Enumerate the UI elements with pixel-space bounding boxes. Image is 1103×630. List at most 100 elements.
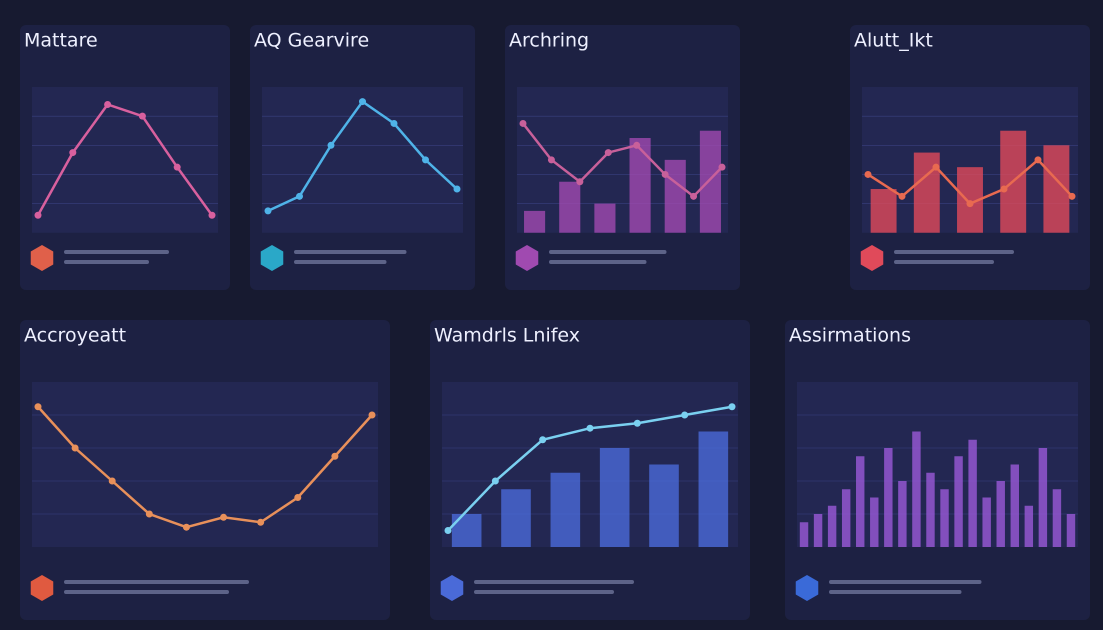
point: [331, 452, 339, 460]
text-placeholder: [549, 250, 667, 254]
bar: [524, 210, 546, 233]
point: [182, 523, 190, 531]
point: [1034, 156, 1042, 164]
point: [71, 444, 79, 452]
point: [718, 163, 726, 171]
icon: [440, 575, 464, 601]
point: [519, 119, 527, 127]
bar: [501, 489, 531, 547]
point: [359, 98, 366, 106]
panel-title: Wamdrls Lnifex: [434, 325, 580, 347]
bar: [954, 456, 963, 547]
icon: [30, 575, 54, 601]
point: [104, 100, 112, 108]
bar: [649, 464, 679, 547]
bar: [550, 472, 581, 547]
bar: [599, 448, 630, 547]
point: [681, 411, 689, 419]
chart-area: [797, 382, 1078, 547]
text-placeholder: [294, 260, 387, 264]
point: [864, 170, 872, 178]
bar: [1010, 464, 1019, 547]
bar: [1066, 514, 1076, 547]
text-placeholder: [64, 580, 249, 584]
point: [1000, 185, 1008, 193]
point: [690, 192, 698, 200]
bar: [968, 439, 977, 547]
point: [145, 510, 153, 518]
text-placeholder: [64, 590, 229, 594]
icon: [860, 245, 884, 271]
point: [220, 513, 228, 521]
point: [898, 192, 906, 200]
point: [296, 192, 303, 200]
text-placeholder: [549, 260, 647, 264]
bar: [841, 489, 851, 547]
point: [108, 477, 116, 485]
line: [36, 103, 214, 216]
bar: [699, 130, 721, 233]
point: [444, 527, 452, 534]
bar: [870, 497, 879, 547]
point: [539, 436, 547, 444]
point: [34, 211, 42, 219]
point: [390, 119, 398, 127]
point: [966, 200, 974, 208]
bar: [912, 431, 921, 547]
text-placeholder: [829, 580, 982, 584]
bar: [870, 189, 897, 233]
bar: [856, 456, 865, 547]
text-placeholder: [894, 250, 1014, 254]
point: [208, 211, 216, 219]
bar: [451, 514, 482, 547]
point: [547, 156, 555, 164]
point: [173, 163, 181, 171]
point: [368, 411, 376, 419]
point: [932, 163, 940, 171]
chart-area: [262, 87, 463, 233]
text-placeholder: [829, 590, 962, 594]
panel-title: Alutt_Ikt: [854, 30, 933, 52]
chart-area: [442, 382, 738, 547]
text-placeholder: [64, 260, 149, 264]
bar: [594, 203, 616, 233]
bar: [799, 522, 809, 547]
panel-title: Accroyeatt: [24, 325, 126, 347]
point: [294, 494, 302, 501]
point: [661, 170, 669, 178]
point: [453, 185, 461, 193]
line: [37, 405, 373, 529]
bar: [982, 497, 991, 547]
point: [264, 207, 272, 215]
point: [34, 403, 42, 411]
bar: [898, 481, 907, 547]
bar: [629, 138, 651, 233]
icon: [515, 245, 539, 271]
bar: [996, 481, 1005, 547]
bar: [698, 431, 729, 547]
point: [633, 141, 641, 149]
bar: [884, 448, 893, 547]
bar: [827, 505, 837, 547]
bar: [813, 514, 823, 547]
text-placeholder: [894, 260, 994, 264]
point: [1068, 192, 1076, 200]
point: [728, 403, 736, 411]
icon: [260, 245, 284, 271]
point: [138, 112, 146, 120]
icon: [30, 245, 54, 271]
chart-area: [32, 382, 378, 547]
point: [491, 477, 499, 485]
point: [422, 156, 429, 164]
bar: [1052, 489, 1062, 547]
bar: [1038, 448, 1048, 547]
panel-title: Assirmations: [789, 325, 911, 347]
bar: [1024, 505, 1034, 547]
line: [522, 122, 723, 198]
point: [69, 149, 77, 157]
point: [257, 518, 265, 526]
panel-title: Mattare: [24, 30, 98, 52]
text-placeholder: [294, 250, 407, 254]
text-placeholder: [474, 580, 634, 584]
